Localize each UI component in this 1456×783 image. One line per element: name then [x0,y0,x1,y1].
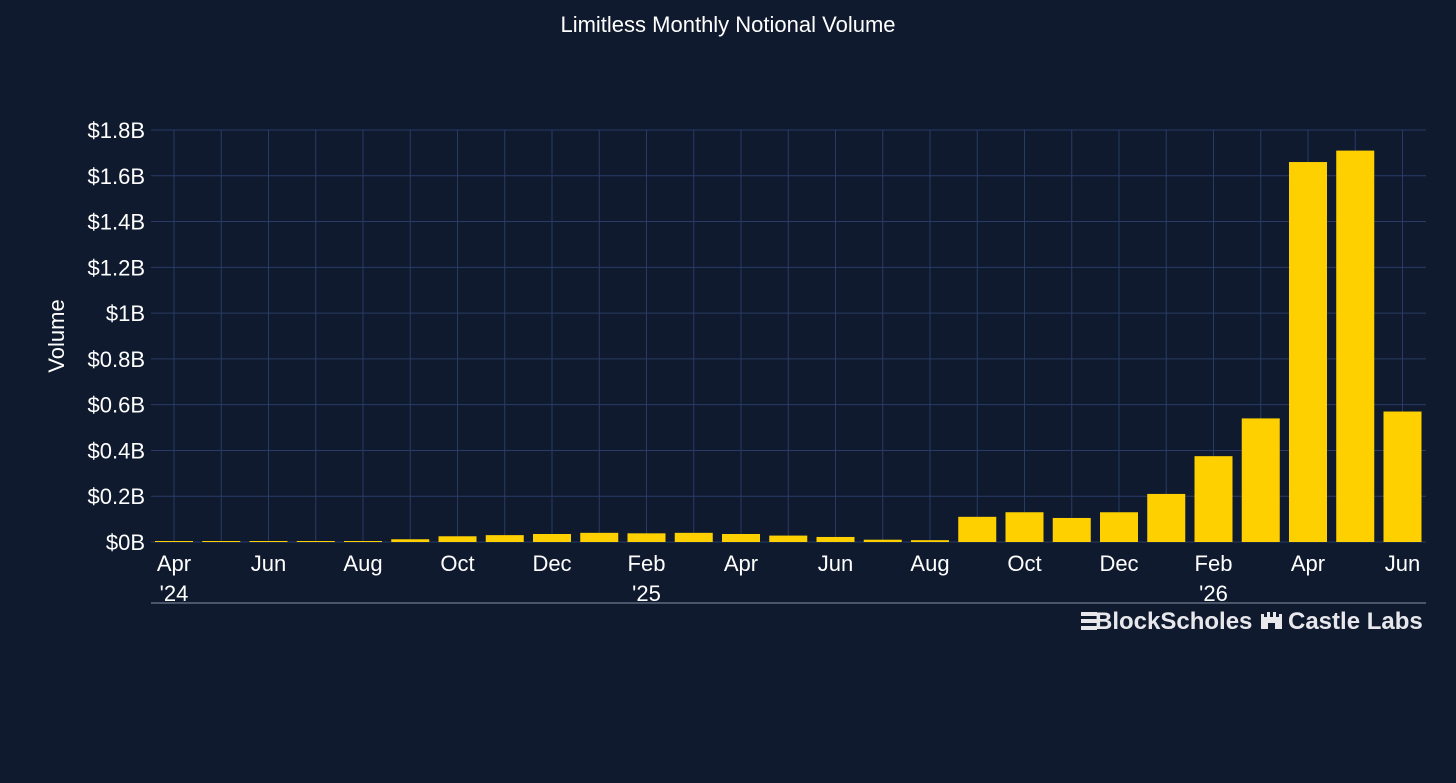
castle-labs-logo-text: Castle Labs [1288,608,1423,635]
x-tick-label: Feb [1195,551,1233,576]
blockscholes-logo-text: BlockScholes [1095,608,1252,635]
x-tick-label: Apr [1291,551,1325,576]
y-tick-label: $0.4B [88,438,146,463]
bar-2025-06 [816,536,855,542]
bar-2025-10 [1005,512,1044,542]
bar-2024-11 [485,535,524,542]
bar-2025-08 [911,540,949,542]
y-tick-label: $1.6B [88,164,146,189]
bar-2024-08 [344,541,382,542]
y-axis-ticks: $0B $0.2B $0.4B $0.6B $0.8B $1B $1.2B $1.4B $1.6… [88,118,146,555]
blockscholes-mark-icon [1081,612,1097,630]
bar-2025-02 [627,533,666,542]
y-tick-label: $1B [106,301,145,326]
x-tick-label: Jun [251,551,286,576]
x-tick-label: Feb [628,551,666,576]
castle-icon [1261,612,1282,629]
bar-2026-05 [1336,150,1375,542]
x-tick-year-label: '26 [1199,581,1228,606]
bars [155,150,1422,543]
x-tick-label: Dec [532,551,571,576]
bar-2026-06 [1383,411,1422,542]
bar-2025-07 [863,539,902,542]
x-tick-label: Oct [1007,551,1041,576]
x-tick-label: Oct [440,551,474,576]
bar-2024-05 [202,541,241,542]
x-tick-label: Aug [343,551,382,576]
blockscholes-logo: BlockScholes [1081,608,1252,635]
bar-2024-12 [533,533,571,542]
bar-2025-01 [580,532,619,542]
bar-2025-03 [674,532,713,542]
x-tick-label: Apr [157,551,191,576]
x-tick-year-label: '24 [160,581,189,606]
bar-2026-04 [1289,162,1327,543]
bar-2026-01 [1147,493,1186,542]
bar-2025-04 [722,533,760,542]
bar-2024-10 [438,536,477,542]
bar-2025-12 [1100,512,1138,542]
x-tick-label: Dec [1099,551,1138,576]
bar-2024-06 [249,541,288,542]
bar-2025-05 [769,535,808,542]
x-tick-label: Apr [724,551,758,576]
y-tick-label: $0B [106,530,145,555]
y-tick-label: $1.8B [88,118,146,143]
bar-2024-07 [296,541,335,542]
bar-2024-09 [391,539,430,542]
bar-2026-03 [1241,418,1280,542]
x-tick-label: Jun [818,551,853,576]
bar-2025-11 [1052,517,1091,542]
x-tick-year-label: '25 [632,581,661,606]
bar-2025-09 [958,516,997,542]
y-axis-label: Volume [44,299,69,372]
y-tick-label: $0.2B [88,484,146,509]
y-tick-label: $1.4B [88,210,146,235]
y-tick-label: $0.6B [88,393,146,418]
bar-2026-02 [1194,456,1233,542]
castle-labs-logo: Castle Labs [1261,608,1423,635]
y-tick-label: $1.2B [88,255,146,280]
x-tick-label: Jun [1385,551,1420,576]
x-axis-ticks: Apr '24 Jun Aug Oct Dec Feb '25 Apr Jun Aug Oct Dec F… [157,551,1420,606]
y-tick-label: $0.8B [88,347,146,372]
chart-title: Limitless Monthly Notional Volume [560,12,895,37]
x-tick-label: Aug [910,551,949,576]
grid [151,129,1426,543]
bar-2024-04 [155,541,193,542]
